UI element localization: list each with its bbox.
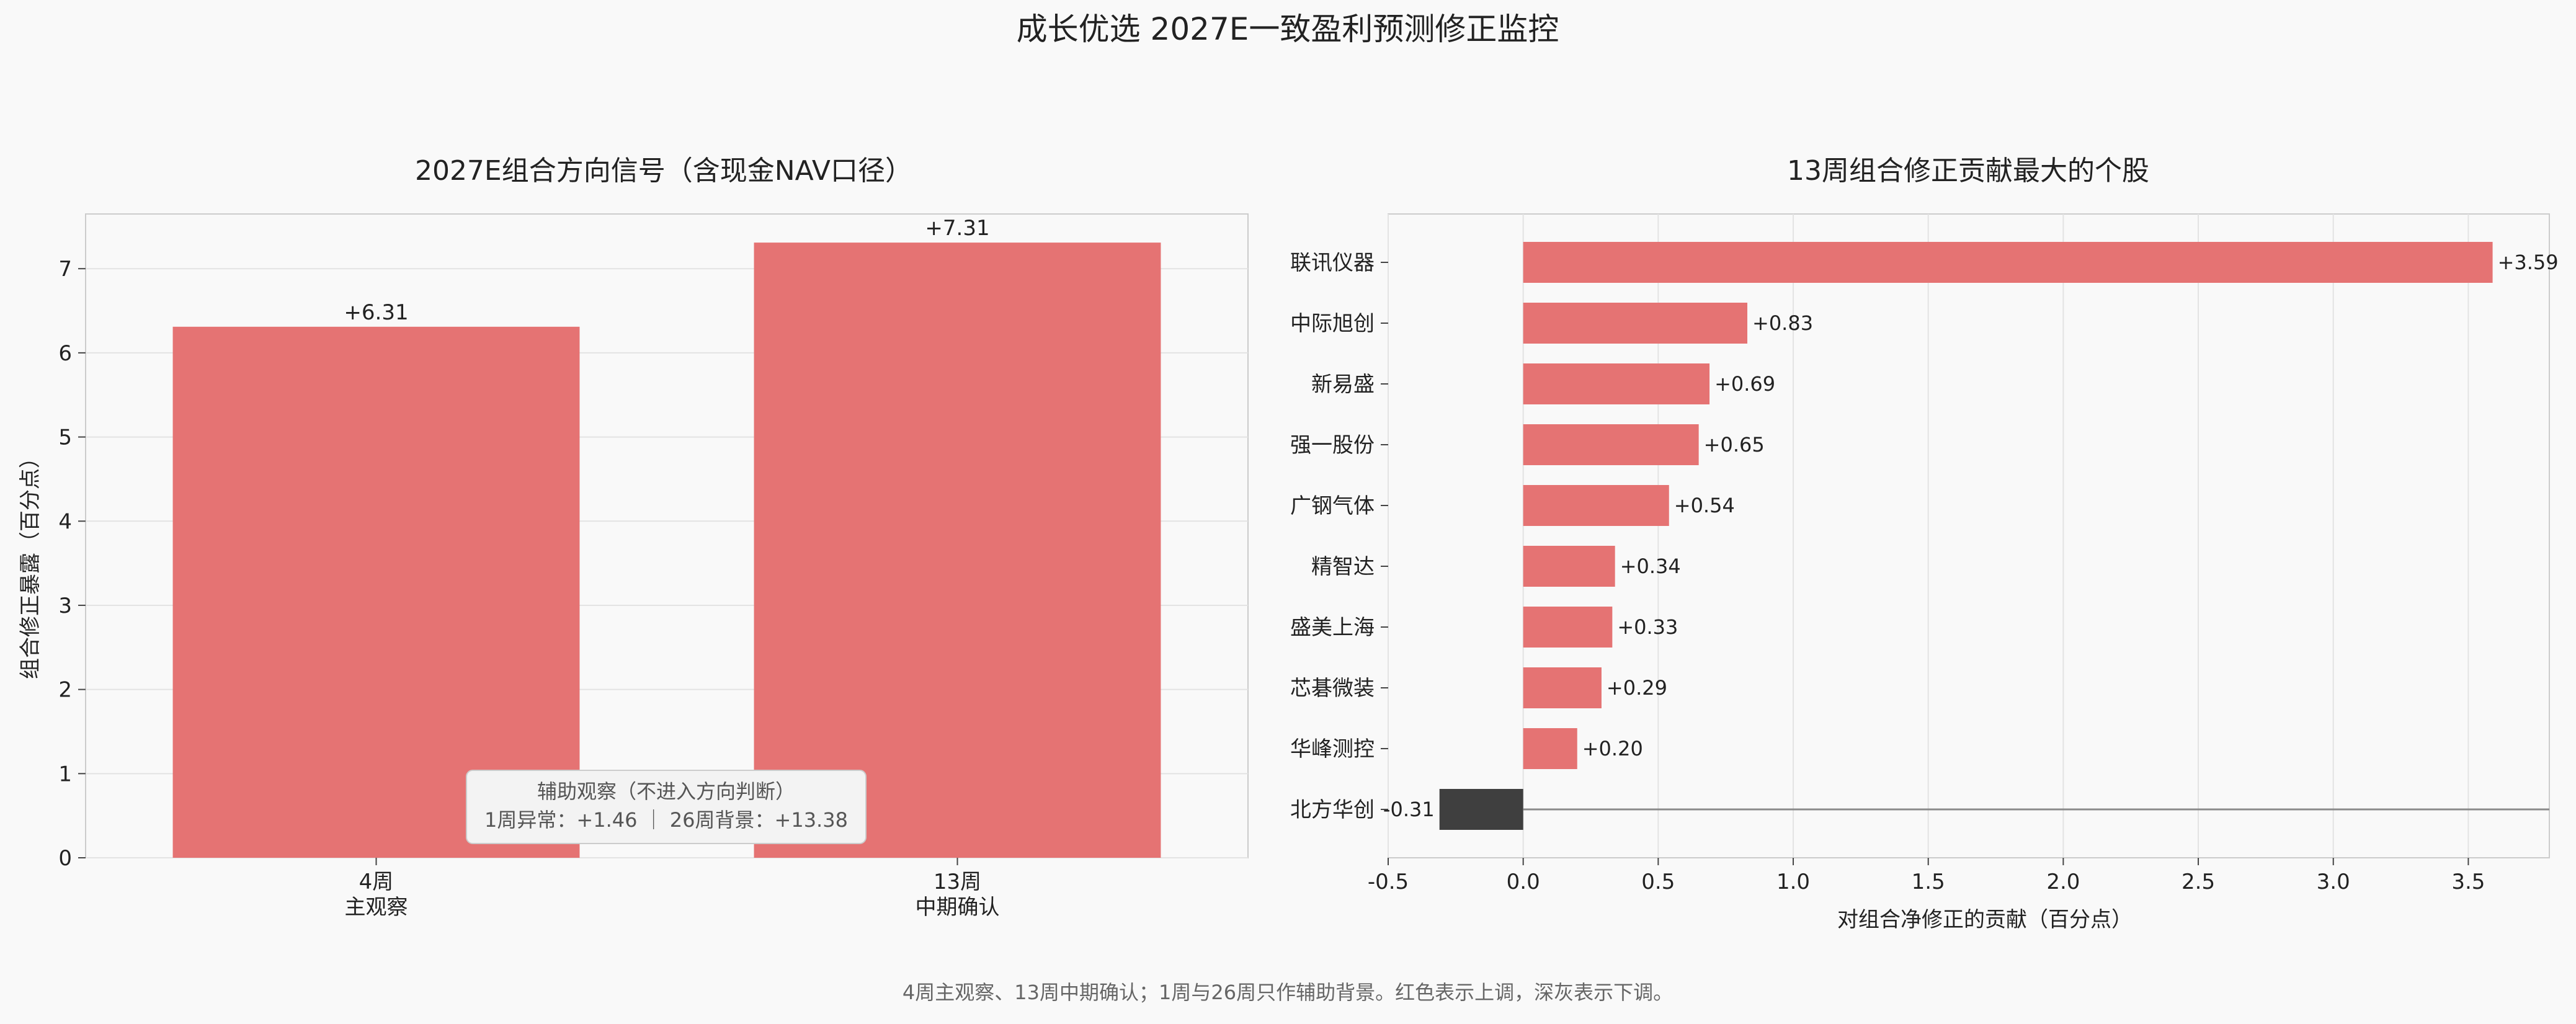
- right-xtick-label: -0.5: [1368, 870, 1409, 894]
- right-bar: [1439, 789, 1523, 830]
- left-ytick-label: 0: [58, 846, 72, 871]
- right-bar-value-label: +0.69: [1714, 372, 1775, 396]
- right-xtick-label: 1.0: [1776, 870, 1810, 894]
- right-xtick-label: 0.0: [1507, 870, 1540, 894]
- right-ytick-label: 芯碁微装: [1290, 676, 1375, 701]
- left-ytick-label: 2: [58, 678, 72, 703]
- right-bar-value-label: +0.34: [1620, 554, 1681, 578]
- right-ytick-label: 广钢气体: [1290, 494, 1375, 519]
- left-chart-title: 2027E组合方向信号（含现金NAV口径）: [415, 155, 912, 187]
- annotation-line-1: 辅助观察（不进入方向判断）: [537, 780, 795, 803]
- left-bar-value-label: +7.31: [925, 216, 989, 241]
- annotation-background: [466, 770, 867, 844]
- right-bar: [1523, 303, 1748, 344]
- annotation-line-2: 1周异常：+1.46 ｜ 26周背景：+13.38: [484, 808, 848, 832]
- left-chart: 2027E组合方向信号（含现金NAV口径） 组合修正暴露（百分点） +6.31 +…: [18, 155, 1249, 920]
- right-bar-value-label: +0.33: [1617, 615, 1678, 639]
- right-bar-value-label: -0.31: [1383, 798, 1435, 821]
- left-xtick-sublabel: 中期确认: [916, 895, 1000, 920]
- right-chart: 13周组合修正贡献最大的个股 对组合净修正的贡献（百分点） +3.59 +0.83…: [1290, 155, 2559, 932]
- right-bar: [1523, 667, 1602, 708]
- right-ytick-label: 华峰测控: [1290, 737, 1375, 762]
- left-annotation-box: 辅助观察（不进入方向判断） 1周异常：+1.46 ｜ 26周背景：+13.38: [466, 770, 867, 844]
- right-ytick-label: 中际旭创: [1290, 311, 1375, 336]
- right-xtick-label: 1.5: [1912, 870, 1945, 894]
- left-chart-ylabel: 组合修正暴露（百分点）: [18, 447, 43, 679]
- right-ytick-label: 强一股份: [1290, 433, 1375, 458]
- figure-footer: 4周主观察、13周中期确认；1周与26周只作辅助背景。红色表示上调，深灰表示下调…: [902, 981, 1673, 1004]
- right-xtick-label: 2.5: [2182, 870, 2215, 894]
- left-xtick-label: 4周: [359, 870, 394, 894]
- left-bar: [172, 326, 580, 858]
- right-bar: [1523, 485, 1669, 526]
- left-ytick-label: 4: [58, 509, 72, 534]
- right-xtick-label: 2.0: [2046, 870, 2080, 894]
- right-xtick-label: 0.5: [1641, 870, 1675, 894]
- left-ytick-label: 6: [58, 341, 72, 366]
- right-bar: [1523, 363, 1710, 404]
- right-bar-value-label: +0.20: [1582, 737, 1643, 760]
- left-bar: [754, 243, 1161, 858]
- right-bar-value-label: +0.54: [1674, 494, 1735, 517]
- left-ytick-label: 1: [58, 762, 72, 786]
- right-chart-title: 13周组合修正贡献最大的个股: [1787, 155, 2149, 187]
- right-bar-value-label: +0.29: [1607, 676, 1667, 700]
- left-ytick-label: 5: [58, 425, 72, 450]
- right-bar: [1523, 546, 1615, 587]
- right-bar: [1523, 424, 1699, 465]
- right-chart-xlabel: 对组合净修正的贡献（百分点）: [1837, 907, 2133, 932]
- left-ytick-label: 7: [58, 257, 72, 282]
- right-bar-value-label: +0.65: [1704, 433, 1765, 456]
- right-bar-value-label: +0.83: [1752, 311, 1813, 335]
- left-xtick-label: 13周: [934, 870, 981, 894]
- right-bar-value-label: +3.59: [2498, 251, 2559, 274]
- right-xtick-label: 3.0: [2317, 870, 2350, 894]
- right-ytick-label: 新易盛: [1311, 372, 1375, 397]
- right-bar: [1523, 242, 2493, 283]
- right-xtick-label: 3.5: [2451, 870, 2485, 894]
- figure-title: 成长优选 2027E一致盈利预测修正监控: [1017, 11, 1559, 47]
- right-bar: [1523, 728, 1577, 769]
- left-bar-value-label: +6.31: [344, 300, 408, 325]
- right-ytick-label: 精智达: [1311, 554, 1375, 579]
- right-ytick-label: 联讯仪器: [1290, 251, 1375, 275]
- left-xtick-sublabel: 主观察: [345, 895, 408, 920]
- left-ytick-label: 3: [58, 594, 72, 618]
- right-ytick-label: 盛美上海: [1290, 615, 1375, 640]
- right-bar: [1523, 607, 1613, 648]
- right-ytick-label: 北方华创: [1290, 798, 1375, 822]
